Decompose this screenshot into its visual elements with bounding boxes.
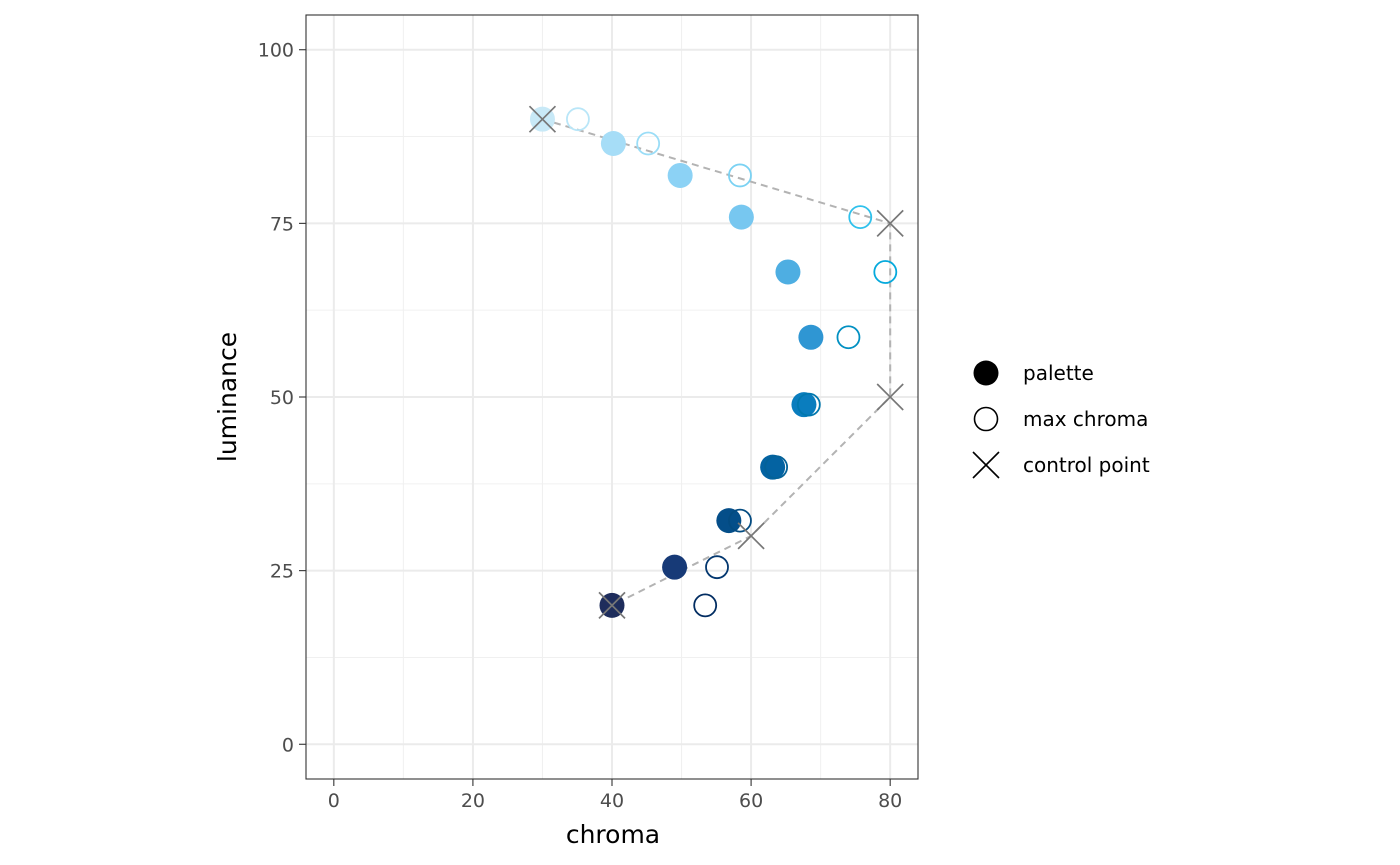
palette-point [798, 324, 824, 350]
legend-cross-icon [972, 451, 1000, 479]
legend-label-palette: palette [1023, 361, 1094, 385]
control-path-line [542, 118, 892, 607]
palette-series [529, 106, 824, 618]
legend-item-max-chroma: max chroma [973, 406, 1148, 432]
max-chroma-series [566, 107, 898, 618]
control-point-stroke [876, 383, 904, 411]
legend-filled-circle-icon [973, 360, 999, 386]
x-tick-label: 20 [461, 790, 485, 812]
palette-point [662, 554, 688, 580]
legend-label-max-chroma: max chroma [1023, 407, 1148, 431]
control-point [876, 209, 904, 237]
max-chroma-point [836, 325, 861, 350]
max-chroma-point [566, 107, 590, 132]
y-axis-title: luminance [213, 332, 242, 462]
x-tick-label: 0 [328, 790, 340, 812]
legend: palette max chroma control point [972, 360, 1150, 479]
x-tick-label: 60 [739, 790, 763, 812]
control-point-stroke [598, 591, 626, 619]
x-axis: 0 20 40 60 80 [328, 779, 902, 812]
control-point [876, 383, 904, 411]
legend-open-circle-icon [973, 406, 999, 432]
y-tick-label: 50 [270, 387, 294, 409]
legend-item-control-point: control point [972, 451, 1150, 479]
control-path [542, 118, 892, 607]
x-axis-title: chroma [566, 820, 660, 849]
max-chroma-point [873, 260, 898, 284]
legend-item-palette: palette [973, 360, 1094, 386]
control-point [598, 591, 626, 619]
palette-point [667, 162, 693, 188]
max-chroma-point [764, 455, 789, 480]
control-point [737, 522, 765, 550]
y-axis: 0 25 50 75 100 [258, 40, 306, 756]
control-point-stroke [528, 105, 557, 133]
max-chroma-point [728, 163, 752, 188]
palette-point [600, 130, 626, 156]
y-tick-label: 100 [258, 40, 294, 62]
legend-label-control-point: control point [1023, 453, 1150, 477]
max-chroma-point [636, 131, 661, 156]
control-point-stroke [876, 209, 904, 237]
y-tick-label: 75 [270, 213, 294, 235]
max-chroma-point [693, 593, 718, 618]
max-chroma-point [728, 508, 752, 533]
max-chroma-point [705, 555, 729, 580]
x-tick-label: 40 [600, 790, 624, 812]
control-point-stroke [737, 522, 765, 550]
control-point-series [528, 105, 904, 619]
palette-point [728, 204, 754, 230]
major-gridlines [306, 15, 918, 779]
max-chroma-point [848, 205, 873, 230]
y-tick-label: 0 [282, 734, 294, 756]
max-chroma-point [796, 392, 821, 417]
palette-point [775, 259, 801, 285]
palette-point [791, 392, 817, 418]
y-tick-label: 25 [270, 561, 294, 583]
x-tick-label: 80 [878, 790, 902, 812]
control-point [528, 105, 557, 133]
